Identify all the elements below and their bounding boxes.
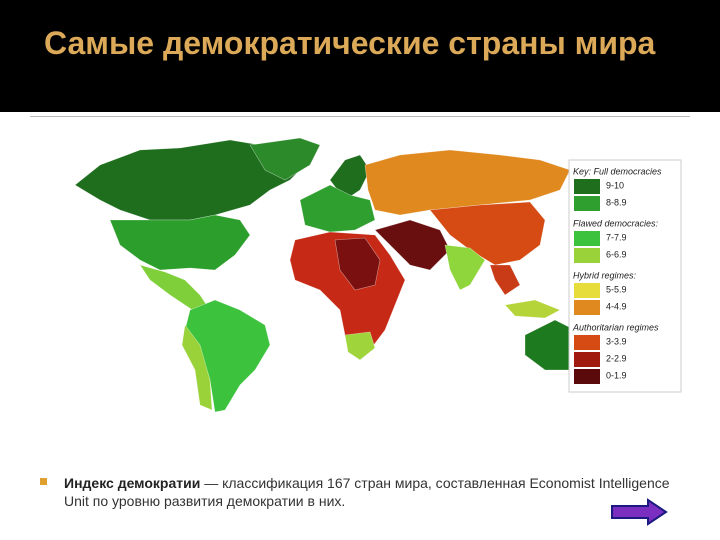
caption-body: — классификация 167 стран мира, составле… <box>64 475 670 509</box>
key-swatch <box>574 196 600 211</box>
key-swatch <box>574 300 600 315</box>
header: Самые демократические страны мира <box>0 0 720 112</box>
key-swatch <box>574 335 600 350</box>
key-swatch <box>574 283 600 298</box>
key-label: 6-6.9 <box>606 249 627 259</box>
key-heading: Hybrid regimes: <box>573 270 637 280</box>
region <box>334 237 381 291</box>
region <box>374 219 451 271</box>
key-label: 9-10 <box>606 180 624 190</box>
key-heading: Key: Full democracies <box>573 166 662 176</box>
title: Самые демократические страны мира <box>44 25 656 61</box>
key-swatch <box>574 352 600 367</box>
region <box>74 139 311 221</box>
bullet <box>40 478 47 485</box>
region <box>364 149 571 216</box>
world-map: Key: Full democracies 9-10 8-8.9 Flawed dem… <box>74 137 682 413</box>
region <box>504 299 561 319</box>
region <box>181 324 213 411</box>
region <box>429 201 546 266</box>
divider <box>30 116 690 117</box>
map-key: Key: Full democracies 9-10 8-8.9 Flawed dem… <box>568 159 682 393</box>
caption-bold: Индекс демократии <box>64 475 201 491</box>
key-heading: Authoritarian regimes <box>572 322 659 332</box>
key-label: 0-1.9 <box>606 370 627 380</box>
key-swatch <box>574 231 600 246</box>
region <box>344 331 376 361</box>
region <box>489 264 521 296</box>
key-swatch <box>574 179 600 194</box>
key-label: 3-3.9 <box>606 336 627 346</box>
next-arrow[interactable] <box>610 498 670 526</box>
key-swatch <box>574 369 600 384</box>
key-label: 2-2.9 <box>606 353 627 363</box>
region <box>109 214 251 271</box>
key-swatch <box>574 248 600 263</box>
region <box>249 137 321 181</box>
region <box>299 184 376 233</box>
key-label: 7-7.9 <box>606 232 627 242</box>
key-label: 4-4.9 <box>606 301 627 311</box>
key-label: 8-8.9 <box>606 197 627 207</box>
caption: Индекс демократии — классификация 167 ст… <box>64 474 694 510</box>
key-heading: Flawed democracies: <box>573 218 659 228</box>
arrow-shape[interactable] <box>611 498 668 526</box>
key-label: 5-5.9 <box>606 284 627 294</box>
region <box>444 244 486 291</box>
